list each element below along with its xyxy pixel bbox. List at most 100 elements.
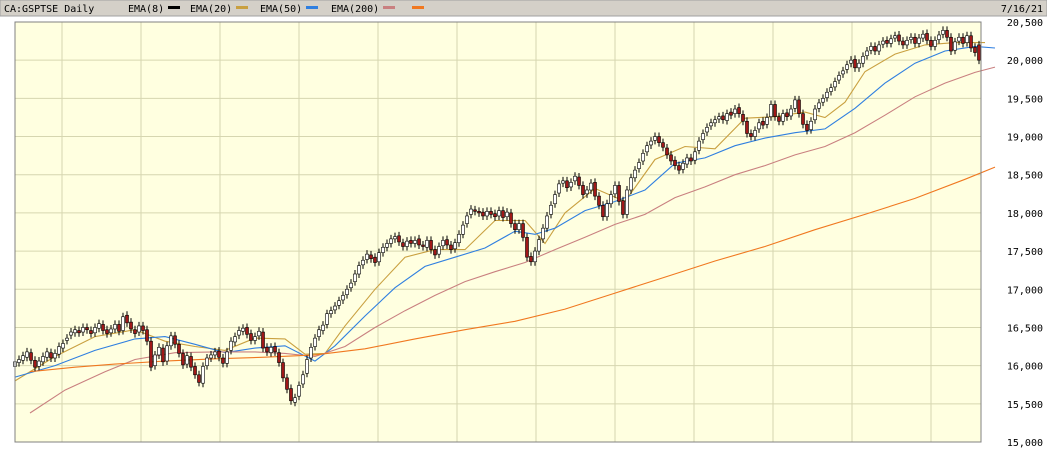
candlestick [353, 270, 357, 286]
candlestick [725, 109, 729, 125]
candlestick [165, 341, 169, 366]
candle-body [485, 211, 489, 217]
candlestick [677, 161, 681, 175]
candlestick [901, 37, 905, 49]
candle-body [721, 115, 725, 121]
legend-label: EMA(50) [260, 4, 302, 15]
candlestick [293, 393, 297, 407]
candlestick [949, 33, 953, 56]
candle-body [925, 33, 929, 41]
candlestick [337, 296, 341, 310]
legend-swatch [412, 6, 424, 9]
candle-body [425, 240, 429, 248]
candle-body [893, 35, 897, 39]
candle-body [29, 352, 33, 361]
candle-body [629, 177, 633, 191]
candle-body [209, 354, 213, 359]
candlestick [697, 137, 701, 155]
legend-swatch [383, 6, 395, 9]
candle-body [637, 162, 641, 169]
candle-body [897, 34, 901, 42]
candle-body [349, 282, 353, 289]
candlestick [37, 357, 41, 371]
candle-body [489, 211, 493, 215]
candle-body [509, 212, 513, 224]
header-bar [0, 0, 1047, 17]
candlestick [729, 108, 733, 120]
candlestick [737, 103, 741, 118]
candle-body [465, 215, 469, 224]
candle-body [197, 374, 201, 383]
candlestick [561, 176, 565, 188]
candle-body [933, 40, 937, 47]
candlestick [329, 306, 333, 318]
candle-body [953, 41, 957, 51]
candlestick [409, 236, 413, 248]
candle-body [861, 56, 865, 64]
candle-body [765, 117, 769, 125]
candle-body [813, 108, 817, 121]
candle-body [761, 120, 765, 126]
candlestick [357, 261, 361, 278]
candle-body [297, 385, 301, 397]
candlestick [645, 141, 649, 156]
candle-body [385, 243, 389, 248]
candlestick [885, 36, 889, 48]
candle-body [829, 87, 833, 92]
candlestick [449, 240, 453, 254]
candlestick [769, 100, 773, 121]
candlestick [333, 302, 337, 314]
y-tick-label: 18,500 [1007, 171, 1043, 182]
candlestick [661, 138, 665, 152]
date-label: 7/16/21 [1001, 4, 1043, 15]
legend-swatch [306, 6, 318, 9]
candlestick [105, 325, 109, 338]
candle-body [57, 346, 61, 355]
candle-body [65, 337, 69, 341]
ema-series-line [29, 66, 996, 414]
candle-body [189, 356, 193, 368]
candle-body [561, 180, 565, 184]
candle-body [881, 40, 885, 45]
candlestick [113, 320, 117, 333]
candle-body [329, 310, 333, 315]
candlestick [837, 71, 841, 85]
candlestick [133, 325, 137, 338]
candle-body [497, 210, 501, 217]
candlestick [917, 34, 921, 48]
candle-body [553, 194, 557, 205]
candlestick [545, 211, 549, 233]
candlestick [589, 179, 593, 194]
candlestick [445, 235, 449, 249]
candle-body [869, 46, 873, 51]
candle-body [589, 182, 593, 191]
candlestick [241, 324, 245, 336]
candlestick [489, 207, 493, 219]
candle-body [333, 305, 337, 311]
plot-border [14, 21, 982, 443]
candlestick [153, 350, 157, 370]
candlestick [925, 29, 929, 45]
candle-body [625, 189, 629, 215]
candlestick [93, 323, 97, 337]
candle-body [221, 357, 225, 364]
candlestick [341, 291, 345, 304]
candlestick [621, 196, 625, 219]
legend-item: EMA(200) [331, 4, 395, 15]
candlestick [505, 208, 509, 221]
candle-body [545, 215, 549, 229]
candle-body [729, 111, 733, 116]
plot-area [15, 22, 981, 442]
candle-body [309, 347, 313, 359]
candle-body [81, 327, 85, 333]
candle-body [685, 157, 689, 165]
candle-body [617, 185, 621, 202]
candlestick [745, 117, 749, 138]
candle-body [153, 354, 157, 366]
candle-body [529, 256, 533, 263]
candlestick [741, 110, 745, 126]
candle-body [905, 40, 909, 46]
candlestick [833, 77, 837, 91]
candle-body [501, 210, 505, 218]
